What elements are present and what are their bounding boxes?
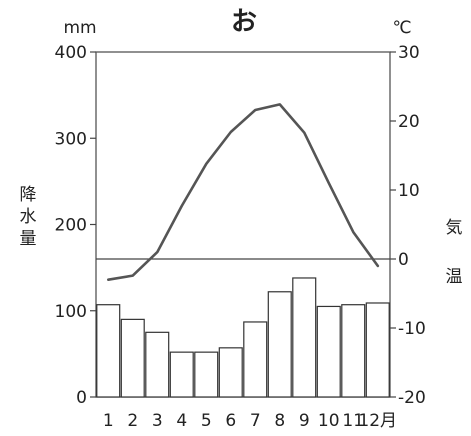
precipitation-tick-label: 300	[55, 129, 87, 149]
month-label-4: 4	[176, 411, 187, 431]
precipitation-bar-12	[365, 302, 390, 398]
chart-title: お	[231, 7, 257, 37]
temperature-line	[107, 103, 380, 282]
temperature-label-1: 気	[446, 218, 463, 238]
precipitation-unit: mm	[63, 18, 96, 38]
month-label-8: 8	[274, 411, 285, 431]
month-label-1: 1	[103, 411, 114, 431]
month-label-12: 12月	[358, 411, 397, 431]
temperature-tick-label: 20	[398, 112, 420, 132]
precipitation-label-1: 降	[20, 185, 37, 205]
precipitation-bar-5	[194, 351, 219, 398]
temperature-tick-label: -20	[398, 388, 426, 408]
precipitation-bar-9	[292, 277, 317, 398]
precipitation-label-2: 水	[20, 207, 37, 227]
month-label-10: 10	[318, 411, 340, 431]
precipitation-bar-8	[267, 291, 292, 398]
precipitation-tick-label: 0	[76, 388, 87, 408]
precipitation-bar-6	[218, 347, 243, 398]
precipitation-tick-label: 200	[55, 216, 87, 236]
precipitation-bar-1	[96, 304, 121, 398]
temperature-tick-label: 10	[398, 181, 420, 201]
month-label-2: 2	[127, 411, 138, 431]
precipitation-tick-label: 100	[55, 302, 87, 322]
month-label-6: 6	[225, 411, 236, 431]
precipitation-bar-4	[169, 351, 194, 398]
month-label-5: 5	[201, 411, 212, 431]
precipitation-bar-3	[145, 331, 170, 398]
month-label-3: 3	[152, 411, 163, 431]
temperature-label-2: 温	[446, 267, 463, 287]
month-label-11: 11	[342, 411, 364, 431]
temperature-tick-label: 30	[398, 43, 420, 63]
temperature-tick-label: 0	[398, 250, 409, 270]
precipitation-bar-2	[120, 318, 145, 398]
temperature-unit: ℃	[392, 18, 411, 38]
precipitation-label-3: 量	[20, 229, 37, 249]
precipitation-tick-label: 400	[55, 43, 87, 63]
month-label-9: 9	[299, 411, 310, 431]
precipitation-bar-10	[316, 305, 341, 398]
temperature-tick-label: -10	[398, 319, 426, 339]
precipitation-bar-7	[243, 321, 268, 398]
precipitation-bar-11	[341, 304, 366, 398]
month-label-7: 7	[250, 411, 261, 431]
